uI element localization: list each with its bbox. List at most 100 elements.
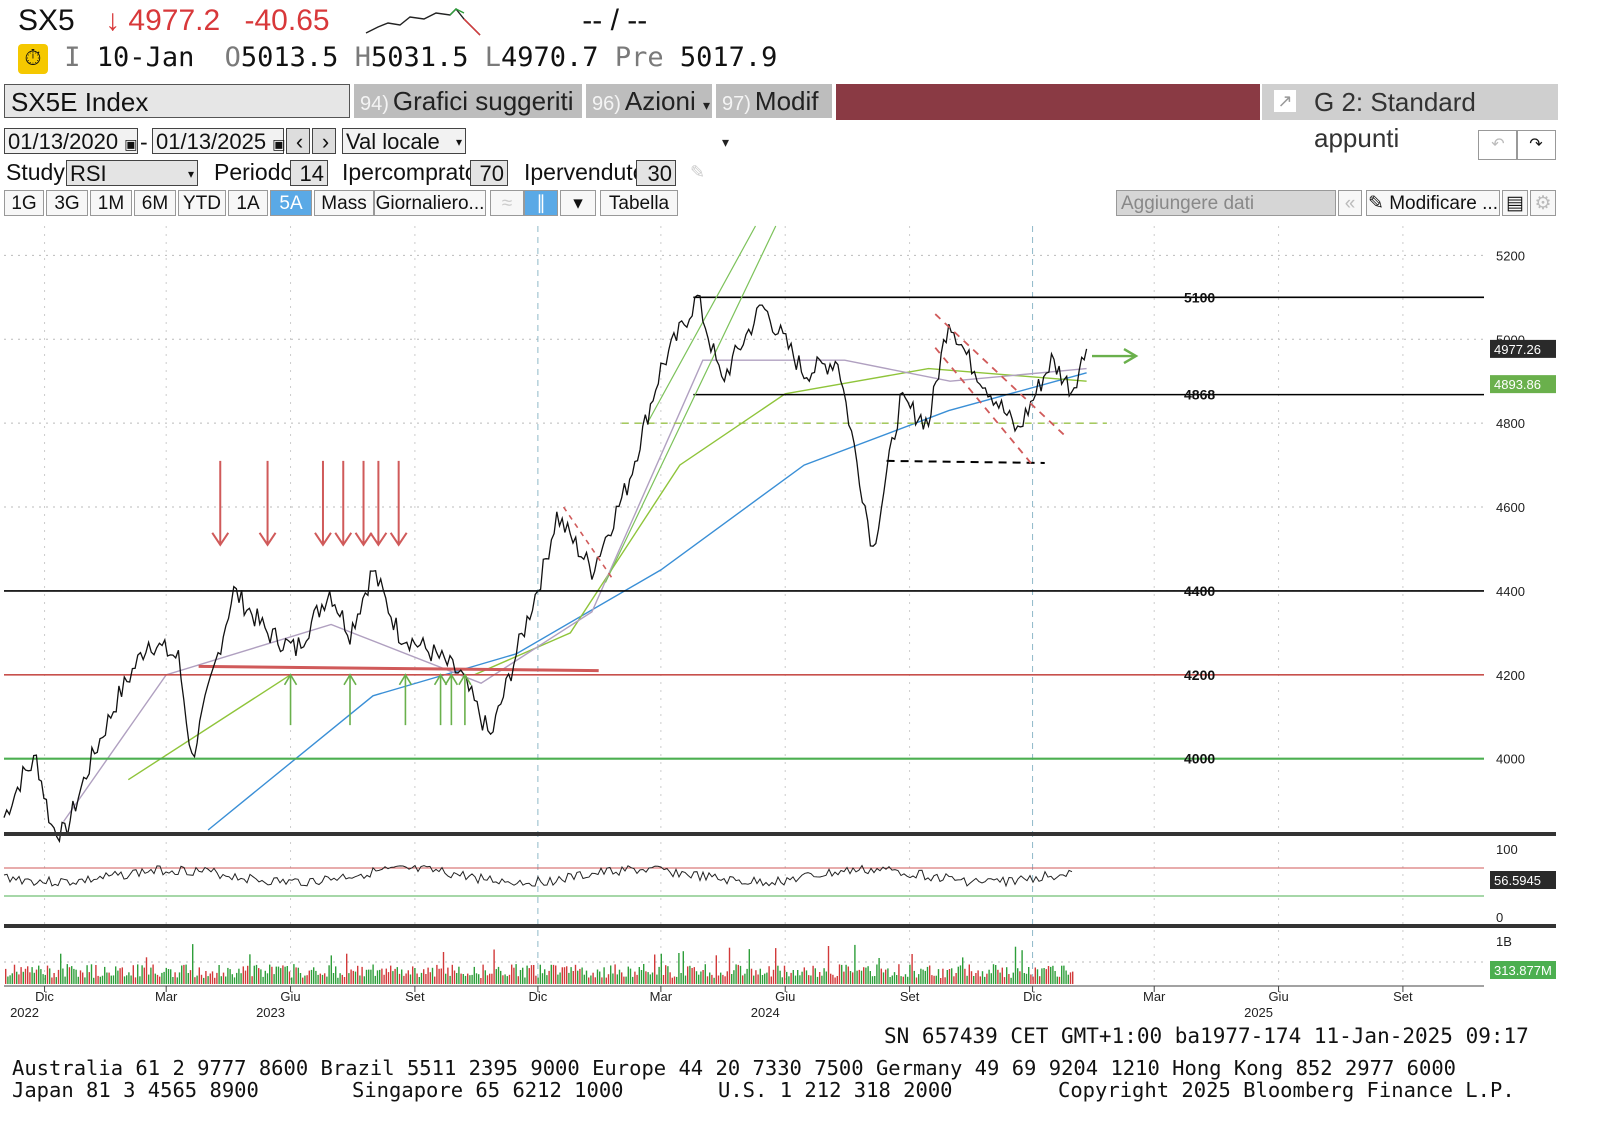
- volume-bar: [541, 973, 544, 984]
- security-field[interactable]: SX5E Index: [4, 84, 350, 118]
- volume-bar: [119, 968, 121, 984]
- volume-bar: [728, 947, 731, 984]
- menu-actions[interactable]: 96) Azioni ▾: [586, 84, 714, 118]
- volume-bar: [414, 968, 416, 984]
- volume-bar: [546, 975, 548, 984]
- calendar-icon[interactable]: ▣: [124, 136, 138, 152]
- collapse-icon[interactable]: «: [1338, 190, 1362, 216]
- range-button-5a[interactable]: 5A: [270, 190, 312, 216]
- volume-bar: [73, 968, 75, 984]
- gear-icon[interactable]: ⚙: [1530, 190, 1556, 216]
- table-button[interactable]: Tabella: [600, 190, 678, 216]
- modify-button[interactable]: ✎ Modificare ...: [1366, 190, 1500, 216]
- external-link-icon[interactable]: ↗: [1274, 90, 1296, 112]
- volume-bar: [502, 975, 504, 984]
- volume-bar: [453, 970, 456, 984]
- overbought-input[interactable]: 70: [470, 160, 508, 186]
- menu-modify[interactable]: 97) Modif ▾: [716, 84, 834, 150]
- volume-bar: [1036, 969, 1039, 984]
- line-chart-icon[interactable]: ≈: [490, 190, 524, 216]
- rsi-tick-label: 0: [1496, 910, 1503, 925]
- volume-bar: [682, 951, 684, 984]
- ohlc-row: ⏱ I 10-Jan O5013.5 H5031.5 L4970.7 Pre 5…: [18, 42, 777, 78]
- volume-bar: [13, 964, 16, 984]
- volume-bar: [814, 968, 816, 984]
- chart-type-dropdown[interactable]: ▾: [560, 190, 596, 216]
- volume-bar: [700, 971, 702, 984]
- volume-bar: [561, 967, 563, 984]
- volume-bar: [480, 978, 482, 984]
- study-value: RSI: [70, 161, 107, 186]
- currency-select[interactable]: Val locale ▾: [342, 128, 466, 154]
- oversold-input[interactable]: 30: [636, 160, 676, 186]
- volume-bar: [755, 970, 757, 984]
- volume-bar: [678, 953, 680, 984]
- volume-bar: [801, 971, 803, 984]
- prev-period-button[interactable]: ‹: [286, 128, 310, 154]
- layout-selector[interactable]: ↗ G 2: Standard appunti: [1262, 84, 1558, 153]
- volume-bar: [471, 974, 473, 984]
- volume-bar: [750, 968, 753, 984]
- range-button-1m[interactable]: 1M: [90, 190, 132, 216]
- date-from-field[interactable]: 01/13/2020 ▣: [4, 128, 138, 154]
- date-to-field[interactable]: 01/13/2025 ▣: [152, 128, 286, 154]
- volume-bar: [975, 973, 977, 984]
- volume-bar: [772, 969, 775, 984]
- volume-bar: [535, 975, 537, 984]
- volume-bar: [878, 958, 880, 984]
- annotate-icon[interactable]: ▤: [1502, 190, 1528, 216]
- menu-suggested-charts[interactable]: 94)Grafici suggeriti ▾: [354, 84, 584, 150]
- range-button-ytd[interactable]: YTD: [178, 190, 226, 216]
- speedometer-icon[interactable]: ⏱: [18, 43, 48, 74]
- volume-bar: [605, 977, 607, 984]
- resistance-arrowhead: [211, 532, 230, 547]
- redo-icon[interactable]: ↷: [1516, 130, 1556, 160]
- volume-bar: [1058, 976, 1061, 984]
- moving-average-line: [207, 372, 1087, 831]
- range-button-mass[interactable]: Mass: [314, 190, 374, 216]
- range-button-6m[interactable]: 6M: [134, 190, 176, 216]
- volume-bar: [711, 974, 713, 984]
- volume-bar: [293, 964, 295, 984]
- period-input[interactable]: 14: [290, 160, 328, 186]
- volume-bar: [249, 954, 251, 984]
- volume-bar: [1050, 966, 1052, 984]
- volume-bar: [44, 974, 46, 984]
- panel-separator: [4, 924, 1556, 928]
- range-button-3g[interactable]: 3G: [46, 190, 88, 216]
- study-select[interactable]: RSI ▾: [66, 160, 198, 186]
- bar-chart-icon[interactable]: ∥: [524, 190, 558, 216]
- volume-bar: [825, 971, 827, 984]
- volume-bar: [214, 977, 216, 984]
- pencil-icon[interactable]: ✎: [690, 162, 706, 182]
- layout-name: G 2: Standard appunti: [1314, 87, 1476, 153]
- volume-bar: [99, 976, 101, 984]
- y-tick-label: 4800: [1496, 416, 1525, 431]
- volume-bar: [977, 970, 979, 984]
- volume-last-label: 313.877M: [1494, 963, 1552, 978]
- volume-bar: [130, 975, 132, 984]
- x-tick-label: Giu: [775, 989, 795, 1004]
- volume-bar: [764, 973, 766, 984]
- volume-bar: [154, 973, 156, 984]
- volume-bar: [62, 968, 64, 984]
- volume-bar: [1052, 965, 1054, 984]
- frequency-select[interactable]: Giornaliero...: [374, 190, 486, 216]
- volume-bar: [667, 966, 669, 984]
- volume-bar: [887, 968, 889, 984]
- add-data-field[interactable]: Aggiungere dati: [1116, 190, 1336, 216]
- calendar-icon[interactable]: ▣: [272, 136, 286, 152]
- support-arrowhead: [458, 673, 472, 686]
- range-button-1a[interactable]: 1A: [228, 190, 268, 216]
- range-button-1g[interactable]: 1G: [4, 190, 44, 216]
- volume-bar: [742, 975, 744, 984]
- volume-bar: [401, 969, 403, 984]
- volume-bar: [1072, 971, 1074, 984]
- low-label: L: [484, 42, 502, 73]
- undo-icon[interactable]: ↶: [1478, 130, 1518, 160]
- volume-bar: [436, 964, 438, 984]
- volume-bar: [676, 976, 678, 984]
- next-period-button[interactable]: ›: [312, 128, 336, 154]
- volume-bar: [427, 967, 429, 984]
